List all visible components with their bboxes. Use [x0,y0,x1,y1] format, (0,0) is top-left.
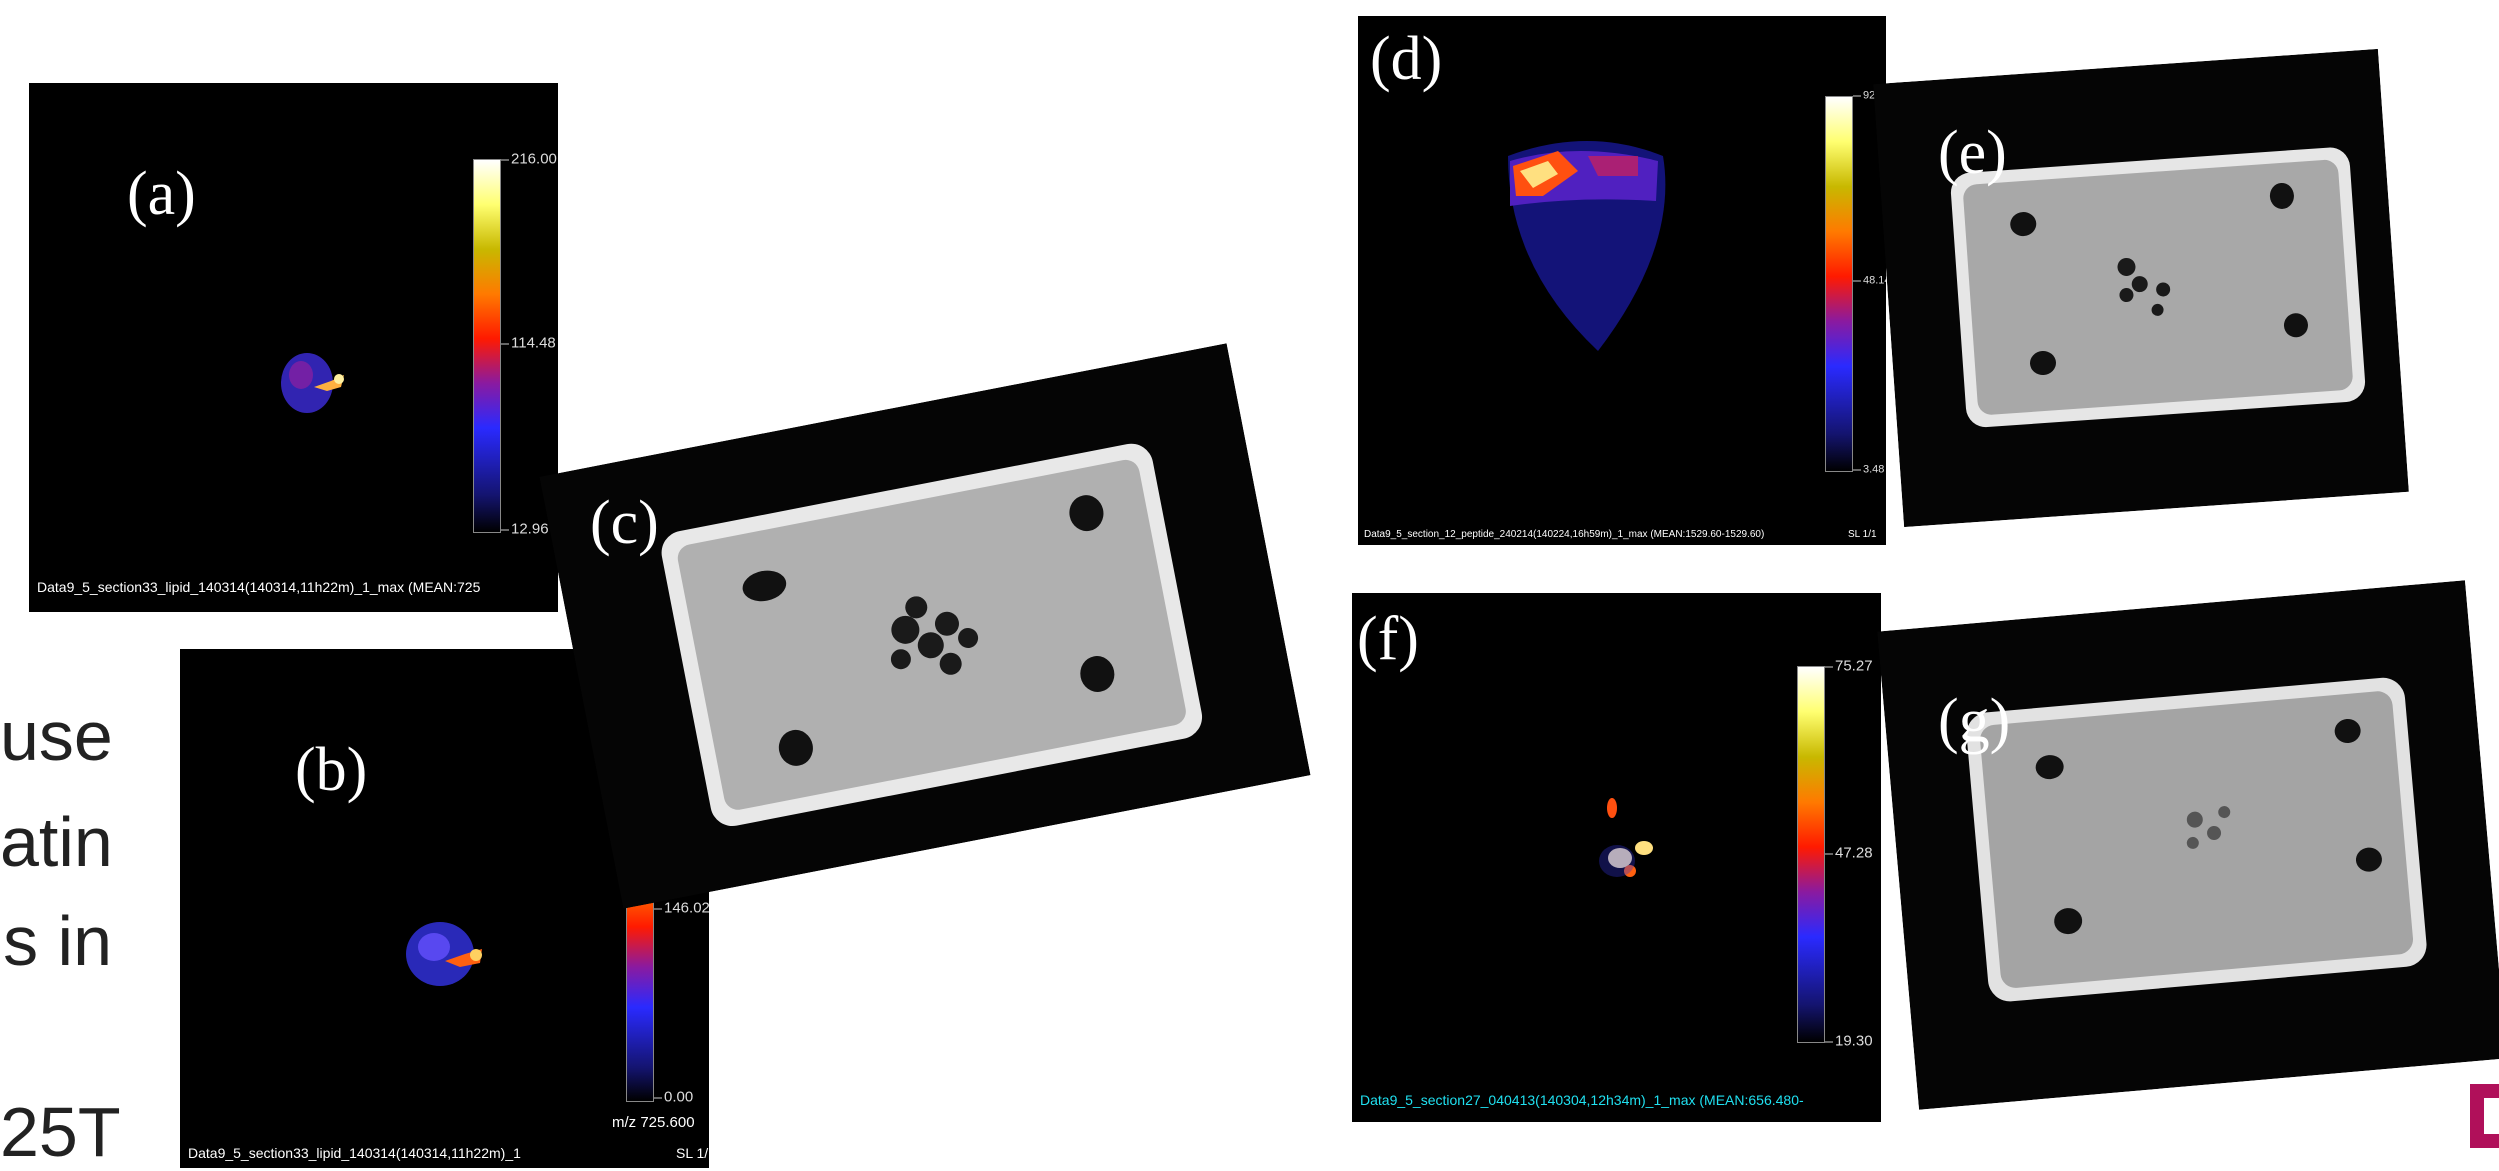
panel-label: (a) [127,163,196,225]
scale-tick: 0.00 [654,1090,693,1105]
scale-tick: 3.48 [1853,465,1884,476]
caption: Data9_5_section33_lipid_140314(140314,11… [37,580,480,594]
tissue-signal [269,345,369,425]
mri-image [539,343,1310,908]
scale-tick: 75.27 [1825,659,1873,674]
tissue-signal [1488,126,1688,366]
panel-label: (g) [1938,690,2010,752]
msi-panel: (d) 92.80 48.14 3.48 Data9_5_section_12_… [1358,16,1886,545]
color-scale [473,159,501,533]
caption: Data9_5_section27_040413(140304,12h34m)_… [1360,1093,1804,1107]
mz-label: m/z 725.600 [612,1115,695,1130]
panel-label: (f) [1357,608,1419,670]
scale-tick: 48.14 [1853,276,1886,287]
scale-tick: 114.48 [501,336,556,351]
tissue-signal [1582,793,1692,903]
color-scale [1825,96,1853,472]
panel-label: (c) [590,492,659,554]
side-text: atin [0,807,112,877]
scale-tick: 146.02 [654,901,709,916]
scale-tick: 216.00 [501,152,557,167]
panel-label: (d) [1370,28,1442,90]
mri-image [1877,580,2499,1110]
scale-tick: 12.96 [501,522,549,537]
caption: Data9_5_section_12_peptide_240214(140224… [1364,530,1764,540]
msi-panel: (f) 75.27 47.28 19.30 Data9_5_section27_… [1352,593,1881,1122]
tissue-signal [390,909,500,999]
side-text: 25T [0,1097,112,1167]
slice-label: SL 1/1 [676,1146,709,1160]
caption: Data9_5_section33_lipid_140314(140314,11… [188,1146,521,1160]
scale-tick: 47.28 [1825,846,1873,861]
side-text: s in [0,906,112,976]
side-text: use [0,701,112,771]
msi-panel: (a) 216.00 114.48 12.96 Data9_5_section3… [29,83,558,612]
color-scale [1797,666,1825,1043]
slice-label: SL 1/1 [1848,530,1877,540]
scale-tick: 19.30 [1825,1034,1873,1049]
logo-fragment [2470,1084,2499,1148]
panel-label: (e) [1938,122,2007,184]
panel-label: (b) [295,739,367,801]
slide: use atin s in 25T (a) 216.00 114.48 12.9… [0,0,2499,1170]
